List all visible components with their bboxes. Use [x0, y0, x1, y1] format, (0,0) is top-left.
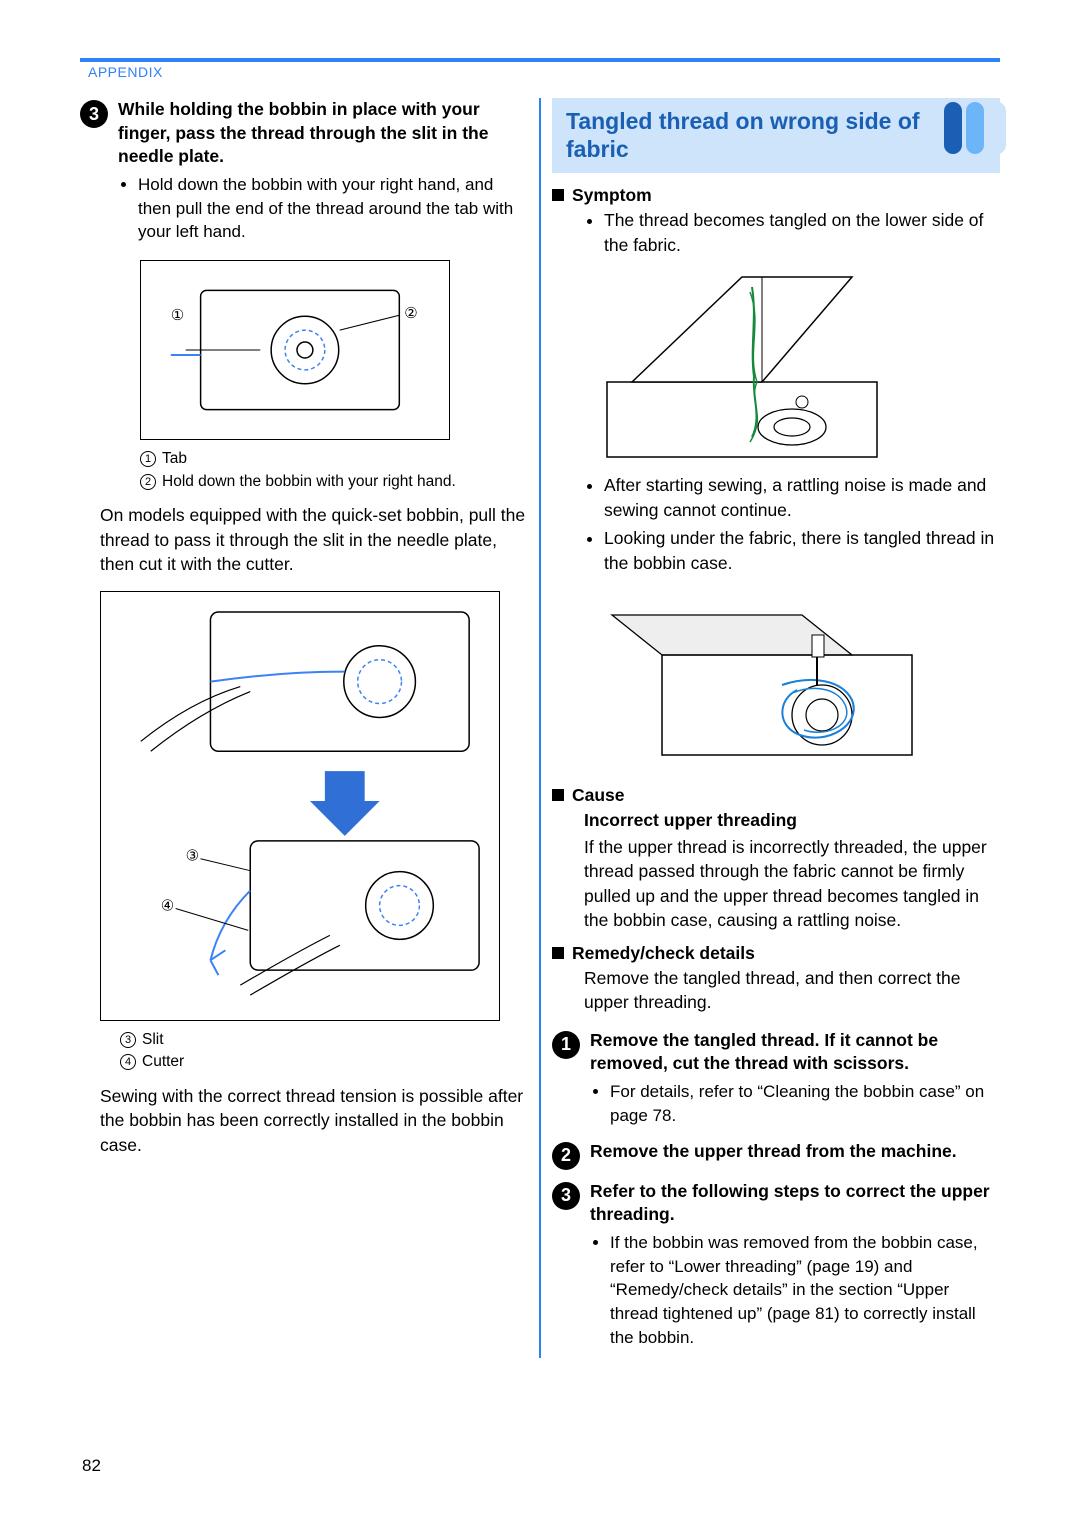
remedy-label: Remedy/check details — [572, 943, 755, 964]
symptom-bullets-2: After starting sewing, a rattling noise … — [552, 473, 1000, 575]
right-step3-bullets: If the bobbin was removed from the bobbi… — [590, 1231, 1000, 1350]
content-columns: 3 While holding the bobbin in place with… — [80, 98, 1000, 1358]
cause-subhead: Incorrect upper threading — [584, 808, 1000, 833]
left-step3-title: While holding the bobbin in place with y… — [118, 98, 528, 169]
right-step3-title: Refer to the following steps to correct … — [590, 1180, 1000, 1227]
svg-text:①: ① — [171, 308, 184, 324]
tab-decoration — [944, 102, 1006, 154]
left-column: 3 While holding the bobbin in place with… — [80, 98, 528, 1358]
right-step2-title: Remove the upper thread from the machine… — [590, 1140, 1000, 1164]
symptom-bullet1: The thread becomes tangled on the lower … — [604, 208, 1000, 257]
right-step1-bullet: For details, refer to “Cleaning the bobb… — [610, 1080, 1000, 1128]
cause-heading: Cause — [552, 785, 1000, 806]
remedy-block: Remove the tangled thread, and then corr… — [584, 966, 1000, 1015]
left-step3-bullets: Hold down the bobbin with your right han… — [118, 173, 528, 244]
column-divider — [528, 98, 552, 1358]
symptom-heading: Symptom — [552, 185, 1000, 206]
right-step1-title: Remove the tangled thread. If it cannot … — [590, 1029, 1000, 1076]
remedy-heading: Remedy/check details — [552, 943, 1000, 964]
section-title-text: Tangled thread on wrong side of fabric — [566, 108, 982, 163]
legend4-num: 4 — [120, 1054, 136, 1070]
step-badge-3: 3 — [80, 100, 108, 128]
legend1-num: 1 — [140, 451, 156, 467]
figure-bobbin-hold: ① ② — [140, 260, 450, 440]
figure-quickset: ③ ④ — [100, 591, 500, 1021]
cause-label: Cause — [572, 785, 625, 806]
legend3-text: Slit — [142, 1031, 164, 1048]
symptom-label: Symptom — [572, 185, 652, 206]
svg-text:②: ② — [404, 306, 417, 322]
legend2-text: Hold down the bobbin with your right han… — [162, 473, 456, 490]
figure-tangled-fabric — [602, 267, 882, 467]
page-number: 82 — [82, 1456, 101, 1476]
figure1-legend: 1 Tab 2 Hold down the bobbin with your rig… — [140, 448, 528, 493]
legend1-text: Tab — [162, 450, 187, 467]
symptom-bullet2: After starting sewing, a rattling noise … — [604, 473, 1000, 522]
symptom-bullet3: Looking under the fabric, there is tangl… — [604, 526, 1000, 575]
figure-bobbin-tangle — [602, 585, 922, 775]
right-step1-badge: 1 — [552, 1031, 580, 1059]
right-step-1: 1 Remove the tangled thread. If it canno… — [552, 1029, 1000, 1130]
legend3-num: 3 — [120, 1032, 136, 1048]
header-section-label: APPENDIX — [88, 64, 163, 80]
right-step-2: 2 Remove the upper thread from the machi… — [552, 1140, 1000, 1170]
svg-text:③: ③ — [186, 847, 199, 864]
left-step3-bullet1: Hold down the bobbin with your right han… — [138, 173, 528, 244]
right-column: Tangled thread on wrong side of fabric S… — [552, 98, 1000, 1358]
cause-text: If the upper thread is incorrectly threa… — [584, 835, 1000, 933]
right-step3-bullet: If the bobbin was removed from the bobbi… — [610, 1231, 1000, 1350]
right-step3-badge: 3 — [552, 1182, 580, 1210]
figure2-legend: 3 Slit 4 Cutter — [120, 1029, 528, 1074]
right-step-3: 3 Refer to the following steps to correc… — [552, 1180, 1000, 1352]
right-step2-badge: 2 — [552, 1142, 580, 1170]
section-title: Tangled thread on wrong side of fabric — [552, 98, 1000, 173]
left-para2: Sewing with the correct thread tension i… — [100, 1084, 528, 1158]
right-step1-bullets: For details, refer to “Cleaning the bobb… — [590, 1080, 1000, 1128]
symptom-bullets: The thread becomes tangled on the lower … — [552, 208, 1000, 257]
left-para1: On models equipped with the quick-set bo… — [100, 503, 528, 577]
remedy-text: Remove the tangled thread, and then corr… — [584, 966, 1000, 1015]
svg-text:④: ④ — [161, 897, 174, 914]
left-step-3: 3 While holding the bobbin in place with… — [80, 98, 528, 246]
legend2-num: 2 — [140, 474, 156, 490]
page-header: APPENDIX — [80, 58, 1000, 80]
cause-block: Incorrect upper threading If the upper t… — [584, 808, 1000, 933]
legend4-text: Cutter — [142, 1053, 184, 1070]
